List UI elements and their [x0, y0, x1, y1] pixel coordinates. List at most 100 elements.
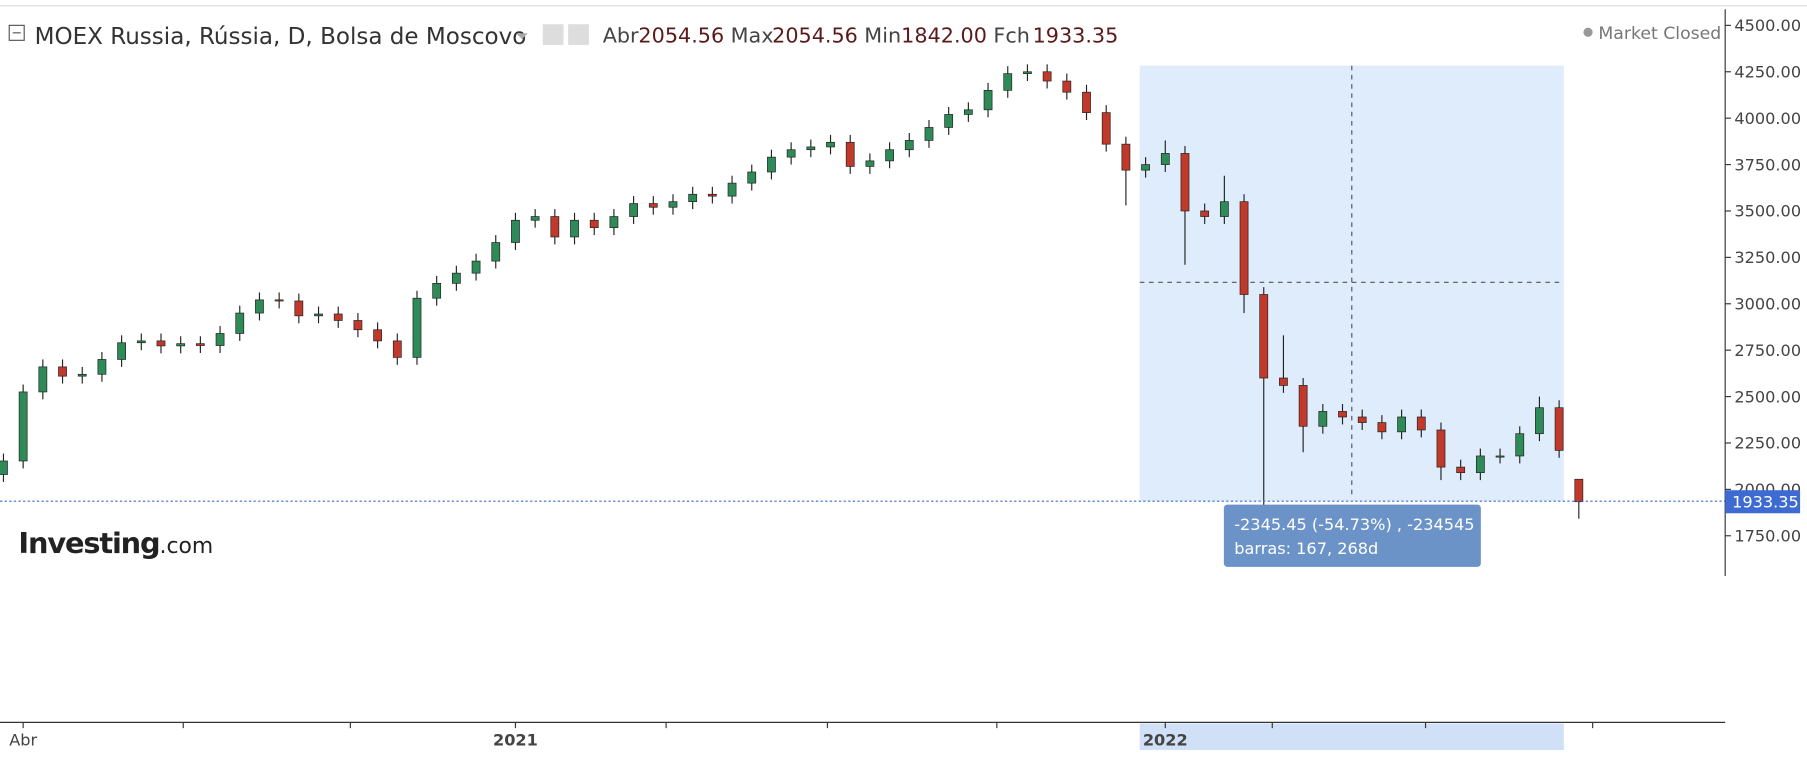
y-tick-label: 1750.00: [1734, 527, 1801, 546]
candle-body: [18, 391, 28, 462]
candle-body: [1475, 455, 1485, 474]
logo-main: Investing: [18, 526, 159, 560]
candle-body: [1101, 112, 1111, 145]
y-tick-label: 2500.00: [1734, 387, 1801, 406]
candle-body: [176, 343, 186, 347]
settings-icon[interactable]: [568, 24, 589, 45]
eye-icon[interactable]: [542, 24, 564, 45]
candle-body: [747, 171, 757, 184]
candle-body: [885, 149, 894, 162]
chart-title: MOEX Russia, Rússia, D, Bolsa de Moscovo: [35, 24, 527, 50]
candle-body: [235, 312, 245, 334]
candle-body: [373, 329, 382, 342]
candle-body: [648, 203, 658, 208]
x-range-highlight: [1139, 723, 1564, 751]
price-label-box: [1725, 490, 1801, 514]
candle-body: [156, 340, 166, 347]
candle-body: [1397, 416, 1406, 433]
dropdown-caret[interactable]: [516, 33, 528, 40]
candle-body: [1298, 385, 1308, 427]
status-dot: [1583, 27, 1593, 37]
measure-text: barras: 167, 268d: [1234, 539, 1378, 558]
candle-body: [904, 140, 914, 151]
stat-label: Fch: [993, 24, 1029, 48]
candle-body: [865, 160, 875, 167]
candle-body: [1239, 201, 1249, 295]
candle-body: [924, 127, 934, 141]
y-tick-label: 4250.00: [1734, 63, 1801, 82]
stat-value: 2054.56: [772, 24, 858, 48]
candle-body: [550, 216, 560, 238]
candle-body: [412, 297, 422, 358]
stat-value: 1933.35: [1033, 24, 1119, 48]
candle-body: [1279, 377, 1288, 386]
y-tick-label: 4500.00: [1734, 16, 1801, 35]
candle-body: [136, 340, 146, 344]
stat-label: Max: [731, 24, 774, 48]
candle-body: [589, 219, 599, 229]
market-status: Market Closed: [1598, 24, 1721, 44]
candle-body: [274, 299, 284, 302]
candle-body: [491, 242, 501, 262]
candle-body: [97, 359, 107, 375]
candle-body: [530, 216, 540, 221]
logo-suffix: .com: [160, 534, 214, 559]
candle-body: [58, 366, 67, 377]
stat-value: 1842.00: [901, 24, 987, 48]
candle-body: [511, 219, 520, 243]
candle-body: [353, 320, 363, 331]
candle-body: [806, 146, 816, 151]
candle-body: [688, 193, 698, 203]
candle-body: [1082, 91, 1091, 113]
candle-body: [1003, 73, 1013, 91]
candle-body: [215, 333, 225, 346]
candle-body: [668, 201, 678, 208]
candle-body: [1357, 416, 1367, 423]
candle-body: [1456, 466, 1466, 474]
candle-body: [1495, 455, 1505, 458]
candle-body: [1062, 80, 1072, 93]
x-tick-label: 2021: [493, 730, 538, 749]
candle-body: [570, 219, 579, 238]
candle-body: [1436, 429, 1446, 468]
candle-body: [1554, 407, 1564, 451]
candle-body: [727, 182, 737, 197]
candles: [0, 64, 1584, 519]
candle-body: [294, 300, 304, 317]
candle-body: [255, 299, 264, 314]
collapse-icon[interactable]: [8, 24, 25, 41]
candle-body: [77, 373, 87, 377]
candle-body: [1160, 153, 1170, 165]
candle-body: [786, 149, 796, 158]
measure-box: [1223, 504, 1481, 567]
candle-body: [1535, 407, 1544, 435]
stat-label: Abr: [603, 24, 639, 48]
candle-body: [471, 260, 481, 274]
candle-body: [963, 109, 973, 115]
candle-body: [944, 114, 954, 128]
candle-body: [0, 460, 8, 475]
candle-body: [983, 89, 993, 111]
candle-body: [1121, 143, 1131, 171]
y-tick-label: 4000.00: [1734, 109, 1801, 128]
logo: Investing.com: [18, 526, 213, 560]
candle-body: [707, 193, 717, 197]
candle-body: [1574, 478, 1584, 503]
stat-value: 2054.56: [638, 24, 724, 48]
candle-body: [1318, 411, 1328, 427]
stat-label: Min: [864, 24, 901, 48]
candle-body: [767, 156, 776, 173]
y-tick-label: 3500.00: [1734, 202, 1801, 221]
candle-body: [1141, 164, 1150, 171]
x-tick-label: 2022: [1143, 730, 1188, 749]
candle-body: [1259, 294, 1269, 379]
candle-body: [1180, 153, 1190, 212]
candle-body: [1377, 422, 1387, 433]
x-tick-label: Abr: [9, 730, 37, 749]
candle-body: [1042, 71, 1052, 82]
measure-text: -2345.45 (-54.73%) , -234545: [1234, 515, 1474, 534]
price-label: 1933.35: [1732, 493, 1799, 512]
